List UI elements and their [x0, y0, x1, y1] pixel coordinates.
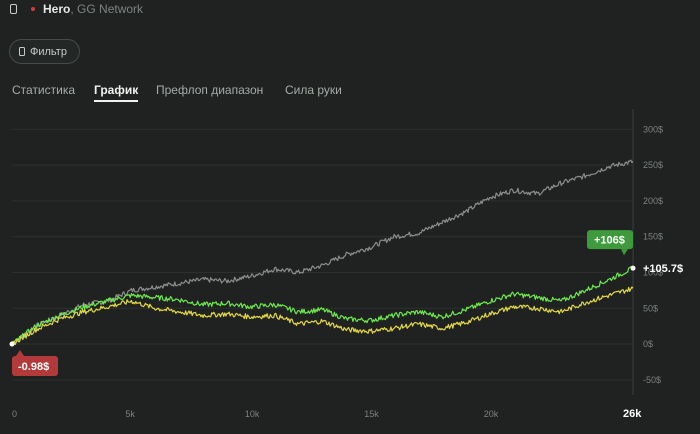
x-tick-label: 0: [12, 409, 17, 419]
end-point-dot: [630, 265, 636, 271]
loss-badge-pointer: [16, 350, 24, 357]
y-tick-label: 300$: [643, 124, 663, 134]
y-tick-label: -50$: [643, 375, 661, 385]
tab-hand-strength[interactable]: Сила руки: [285, 83, 342, 97]
chart-axis-labels: 300$ 250$ 200$ 150$ 100$ 50$ 0$ -50$ 0 5k 10k 15k 20…: [12, 124, 663, 420]
title-bar: Hero, GG Network: [8, 0, 143, 18]
y-tick-label: 250$: [643, 160, 663, 170]
filter-button[interactable]: Фильтр: [9, 39, 80, 64]
chart-series: [11, 159, 634, 346]
x-tick-label: 5k: [125, 409, 135, 419]
profit-badge: [587, 230, 633, 250]
name-separator: ,: [70, 2, 74, 16]
end-value-label: +105.7$: [643, 263, 683, 275]
x-tick-label: 20k: [484, 409, 499, 419]
x-tick-label: 10k: [245, 409, 260, 419]
y-tick-label: 50$: [643, 303, 658, 313]
x-tick-label: 15k: [364, 409, 379, 419]
series-line-total: [11, 159, 634, 345]
status-dot-icon: [31, 7, 35, 11]
profit-chart: 300$ 250$ 200$ 150$ 100$ 50$ 0$ -50$ 0 5k 10k 15k 20…: [9, 109, 683, 420]
y-tick-label: 200$: [643, 196, 663, 206]
network-name: GG Network: [77, 2, 144, 16]
series-line-green: [11, 266, 634, 345]
start-point-dot: [9, 341, 15, 347]
loss-badge-label: -0.98$: [18, 361, 49, 373]
chart-annotations: +105.7$ +106$ -0.98$: [9, 230, 683, 377]
y-tick-label: 150$: [643, 232, 663, 242]
tab-preflop-range[interactable]: Префлоп диапазон: [156, 83, 264, 97]
tab-graph[interactable]: График: [94, 83, 139, 102]
x-tick-label: 26k: [623, 408, 642, 420]
series-line-yellow: [11, 286, 634, 346]
filter-icon: [19, 47, 25, 56]
loss-badge: [12, 356, 58, 377]
filter-label: Фильтр: [30, 45, 67, 58]
tab-statistics[interactable]: Статистика: [12, 83, 76, 97]
chart-grid: [12, 109, 634, 395]
tab-bar: Статистика График Префлоп диапазон Сила …: [0, 79, 700, 103]
player-name: Hero: [43, 2, 71, 16]
y-tick-label: 100$: [643, 267, 663, 277]
y-tick-label: 0$: [643, 339, 653, 349]
profit-badge-label: +106$: [594, 235, 625, 247]
window-icon[interactable]: [10, 4, 17, 14]
profit-badge-pointer: [621, 249, 628, 256]
